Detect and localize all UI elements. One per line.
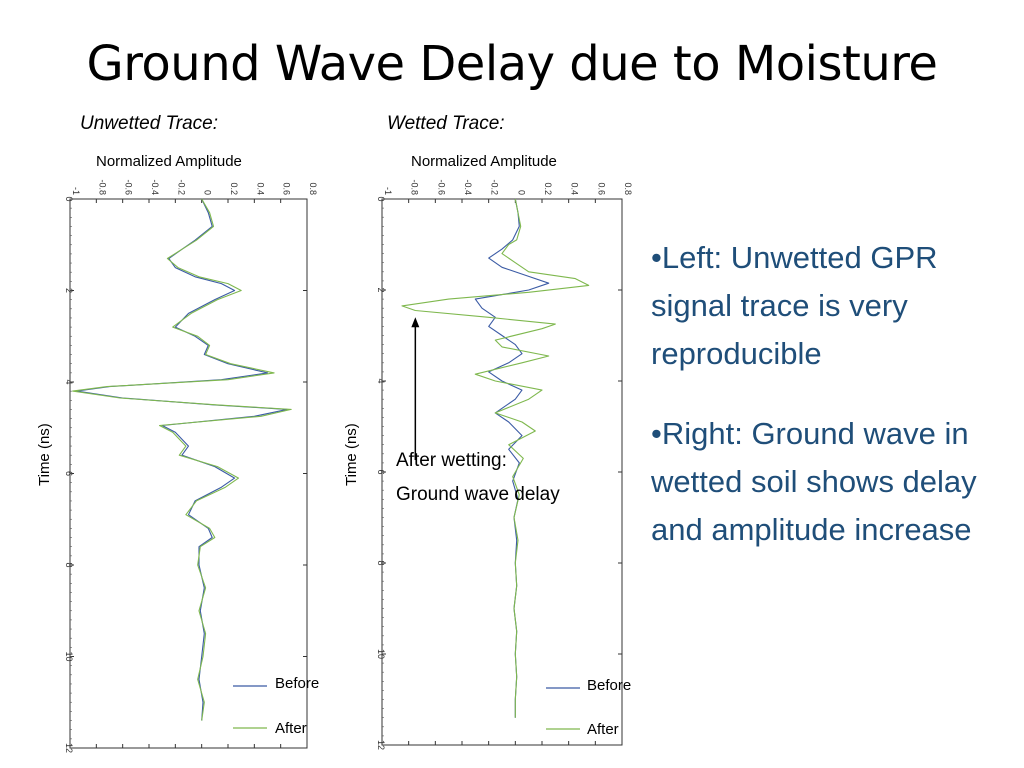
y-tick-label-unwetted: 0 [64,196,74,201]
legend-label-after-unwetted: After [275,720,307,737]
legend-label-after-wetted: After [587,721,619,738]
x-tick-label-wetted: -0.2 [490,179,500,195]
bullet-right: •Right: Ground wave in wetted soil shows… [651,416,977,547]
x-tick-label-unwetted: -0.4 [150,179,160,195]
y-tick-label-unwetted: 4 [64,379,74,384]
x-axis-label-wetted: Normalized Amplitude [411,153,557,170]
chart-title-unwetted: Unwetted Trace: [80,113,218,134]
x-tick-label-unwetted: -0.8 [97,179,107,195]
y-tick-label-unwetted: 12 [64,743,74,753]
y-tick-label-wetted: 12 [376,740,386,750]
x-tick-label-wetted: 0.4 [570,182,580,195]
x-tick-label-wetted: 0.6 [596,182,606,195]
legend-label-before-unwetted: Before [275,675,319,692]
y-tick-label-unwetted: 2 [64,288,74,293]
x-tick-label-unwetted: -1 [71,187,81,195]
y-tick-label-wetted: 4 [376,378,386,383]
x-axis-label-unwetted: Normalized Amplitude [96,153,242,170]
annotation-text: After wetting: Ground wave delay [396,444,560,512]
x-tick-label-unwetted: -0.2 [176,179,186,195]
y-tick-label-wetted: 8 [376,560,386,565]
x-tick-label-unwetted: 0.8 [308,182,318,195]
x-tick-label-wetted: -0.4 [463,179,473,195]
y-tick-label-wetted: 6 [376,469,386,474]
bullet-list: •Left: Unwetted GPR signal trace is very… [651,234,981,586]
chart-title-wetted: Wetted Trace: [387,113,505,134]
x-tick-label-wetted: -0.6 [436,179,446,195]
y-tick-label-wetted: 2 [376,287,386,292]
y-tick-label-unwetted: 6 [64,471,74,476]
slide-title: Ground Wave Delay due to Moisture [86,36,938,92]
x-tick-label-wetted: 0.8 [623,182,633,195]
y-tick-label-unwetted: 10 [64,651,74,661]
legend-label-before-wetted: Before [587,677,631,694]
series-line-after-unwetted [72,198,292,721]
y-tick-label-unwetted: 8 [64,562,74,567]
annotation-arrow-head [411,317,420,328]
plot-frame-unwetted [69,198,308,749]
y-tick-label-wetted: 10 [376,649,386,659]
series-line-after-wetted [401,198,590,718]
x-tick-label-wetted: 0.2 [543,182,553,195]
x-tick-label-unwetted: 0.4 [255,182,265,195]
series-line-before-unwetted [76,198,288,721]
annotation-line2: Ground wave delay [396,484,560,505]
x-tick-label-wetted: -1 [383,187,393,195]
y-tick-label-wetted: 0 [376,196,386,201]
x-tick-label-wetted: 0 [516,190,526,195]
x-tick-label-unwetted: -0.6 [124,179,134,195]
x-tick-label-wetted: -0.8 [410,179,420,195]
bullet-left: •Left: Unwetted GPR signal trace is very… [651,240,938,371]
x-tick-label-unwetted: 0 [203,190,213,195]
x-tick-label-unwetted: 0.6 [282,182,292,195]
x-tick-label-unwetted: 0.2 [229,182,239,195]
annotation-line1: After wetting: [396,450,507,471]
